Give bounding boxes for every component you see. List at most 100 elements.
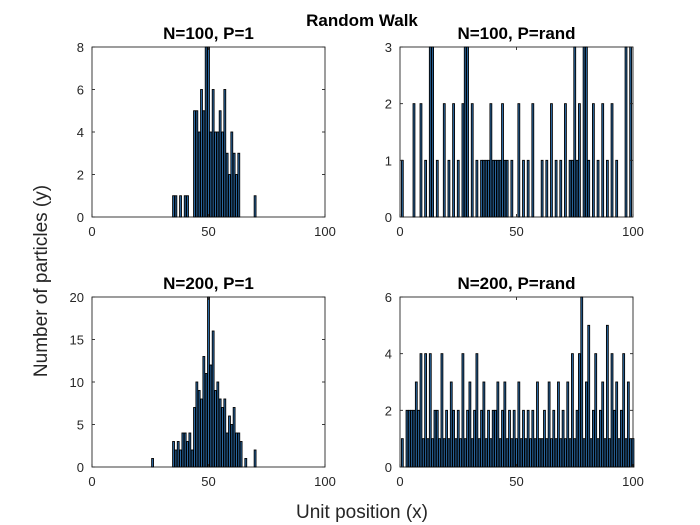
- y-tick-label: 4: [385, 347, 392, 362]
- bar: [195, 110, 199, 218]
- bar: [524, 438, 528, 468]
- bar: [531, 409, 535, 468]
- bar: [601, 381, 605, 468]
- bar: [477, 438, 481, 468]
- bar: [431, 46, 435, 218]
- bar: [615, 381, 619, 468]
- bar: [587, 159, 591, 218]
- bar: [223, 398, 227, 468]
- bar: [232, 407, 236, 468]
- bar: [235, 432, 238, 468]
- y-tick-label: 2: [77, 168, 84, 183]
- y-tick-label: 1: [385, 153, 392, 168]
- bar: [461, 103, 465, 218]
- bar: [529, 438, 532, 468]
- bar: [573, 438, 577, 468]
- x-tick-label: 50: [201, 474, 215, 489]
- bar: [174, 195, 178, 218]
- subplot-title: N=100, P=1: [163, 24, 254, 43]
- bar: [235, 174, 238, 218]
- bar: [253, 449, 257, 468]
- x-tick-label: 100: [622, 224, 644, 239]
- bar: [568, 159, 572, 218]
- bar: [580, 296, 584, 468]
- bar: [589, 438, 593, 468]
- bar: [218, 110, 222, 218]
- bar: [405, 409, 409, 468]
- bar: [244, 458, 248, 468]
- bar: [253, 195, 257, 218]
- bar-series: [400, 46, 633, 218]
- bar: [582, 46, 586, 218]
- x-tick-label: 0: [396, 224, 403, 239]
- bar: [587, 324, 591, 468]
- bar: [417, 409, 421, 468]
- bar: [228, 415, 231, 468]
- bar: [575, 159, 579, 218]
- bar: [585, 46, 588, 218]
- bar: [487, 409, 490, 468]
- bar: [603, 438, 607, 468]
- y-tick-label: 0: [385, 460, 392, 475]
- bar: [498, 159, 502, 218]
- bar: [186, 441, 189, 468]
- bar: [461, 353, 465, 468]
- bar: [449, 381, 453, 468]
- bar: [232, 152, 236, 218]
- y-tick-label: 10: [70, 375, 84, 390]
- bar: [491, 409, 495, 468]
- bar: [431, 438, 435, 468]
- bar: [183, 195, 187, 218]
- bar: [552, 409, 556, 468]
- subplot-4: 0 50 100 0 2 4 6 N=200, P=rand: [385, 274, 644, 489]
- x-tick-label: 50: [509, 224, 523, 239]
- bar: [578, 103, 581, 218]
- x-tick-label: 100: [622, 474, 644, 489]
- y-tick-label: 20: [70, 290, 84, 305]
- bar: [419, 353, 423, 468]
- bar: [619, 409, 623, 468]
- bar: [424, 353, 428, 468]
- bar: [545, 159, 549, 218]
- bar: [424, 159, 428, 218]
- bar: [526, 409, 530, 468]
- bar: [550, 103, 553, 218]
- bar: [582, 438, 586, 468]
- bar: [214, 390, 217, 468]
- bar: [218, 398, 222, 468]
- bar: [193, 407, 196, 468]
- bar: [204, 373, 208, 468]
- bar: [601, 103, 605, 218]
- bar: [452, 409, 455, 468]
- bar: [510, 159, 514, 218]
- bar: [612, 409, 616, 468]
- bar: [442, 103, 446, 218]
- bar: [435, 409, 439, 468]
- bar: [596, 159, 600, 218]
- bar: [615, 159, 619, 218]
- bar: [400, 159, 404, 218]
- bar: [508, 409, 511, 468]
- bar: [496, 159, 500, 218]
- x-tick-label: 50: [201, 224, 215, 239]
- bar: [188, 432, 192, 468]
- bar: [531, 103, 535, 218]
- bar: [550, 438, 553, 468]
- bar: [207, 46, 210, 218]
- bar: [172, 441, 175, 468]
- bar: [484, 159, 488, 218]
- y-tick-label: 15: [70, 333, 84, 348]
- x-tick-label: 100: [314, 224, 336, 239]
- bar: [517, 381, 521, 468]
- bar: [151, 458, 154, 468]
- bar: [237, 432, 241, 468]
- bar: [445, 409, 448, 468]
- bar: [433, 409, 437, 468]
- bar: [622, 353, 626, 468]
- bar: [428, 46, 432, 218]
- bar: [571, 159, 574, 218]
- bar: [626, 381, 630, 468]
- bar: [202, 110, 206, 218]
- bar: [494, 409, 497, 468]
